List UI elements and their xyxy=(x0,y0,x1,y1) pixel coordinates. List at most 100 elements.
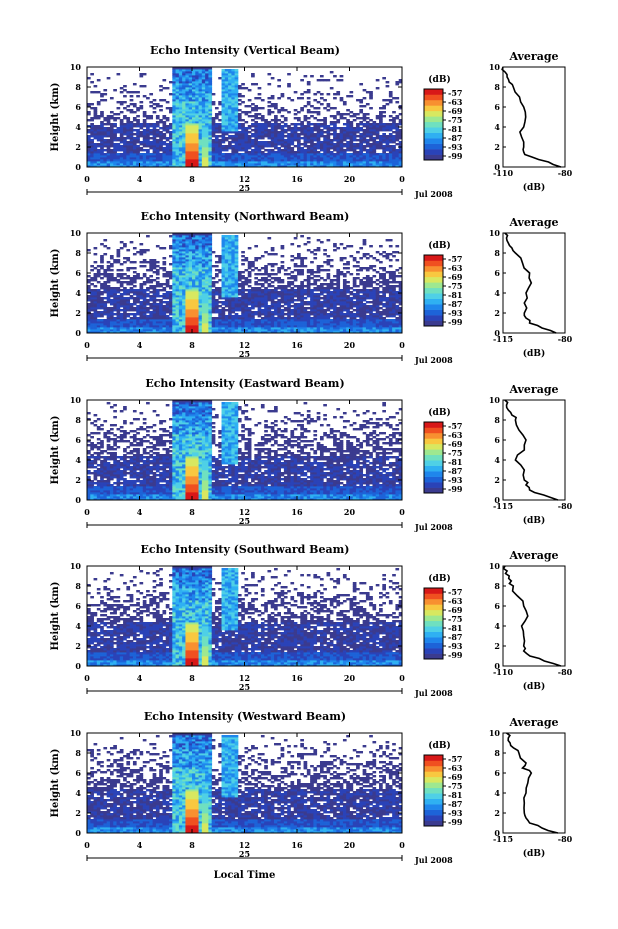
heatmap-cell xyxy=(287,133,291,135)
heatmap-cell xyxy=(120,87,124,89)
heatmap-cell xyxy=(136,273,140,275)
heatmap-cell xyxy=(100,283,104,285)
heatmap-cell xyxy=(258,269,262,271)
heatmap-cell xyxy=(297,111,301,113)
heatmap-cell xyxy=(366,139,370,141)
heatmap-cell xyxy=(254,245,258,247)
heatmap-cell xyxy=(271,95,275,97)
heatmap-cell xyxy=(258,93,262,95)
heatmap-cell xyxy=(120,263,124,265)
heatmap-cell xyxy=(166,107,170,109)
heatmap-cell xyxy=(248,151,252,153)
heatmap-cell xyxy=(241,119,245,121)
heatmap-cell xyxy=(304,91,308,93)
heatmap-cell xyxy=(231,235,235,237)
heatmap-cell xyxy=(379,111,383,113)
heatmap-cell xyxy=(267,101,271,103)
heatmap-cell xyxy=(264,287,268,289)
day-label: 25 xyxy=(239,183,250,193)
heatmap-cell xyxy=(313,123,317,125)
heatmap-cell xyxy=(153,285,157,287)
heatmap-cell xyxy=(94,261,98,263)
heatmap-cell xyxy=(271,119,275,121)
heatmap-cell xyxy=(271,273,275,275)
heatmap-cell xyxy=(146,115,150,117)
heatmap-cell xyxy=(146,293,150,295)
heatmap-cell xyxy=(386,103,390,105)
heatmap-cell xyxy=(146,249,150,251)
heatmap-cell xyxy=(251,103,255,105)
heatmap-cell xyxy=(287,125,291,127)
heatmap-cell xyxy=(317,123,321,125)
heatmap-cell xyxy=(333,121,337,123)
heatmap-cell xyxy=(123,95,127,97)
heatmap-cell xyxy=(251,287,255,289)
colorbar-swatch xyxy=(424,116,443,122)
heatmap-cell xyxy=(389,99,393,101)
heatmap-cell xyxy=(389,91,393,93)
heatmap-cell xyxy=(159,131,163,133)
heatmap-cell xyxy=(130,303,134,305)
heatmap-cell xyxy=(136,119,140,121)
heatmap-cell xyxy=(294,109,298,111)
heatmap-cell xyxy=(218,123,222,125)
heatmap-cell xyxy=(254,105,258,107)
heatmap-cell xyxy=(264,119,268,121)
heatmap-cell xyxy=(156,281,160,283)
heatmap-cell xyxy=(392,117,396,119)
heatmap-cell xyxy=(94,125,98,127)
heatmap-cell xyxy=(330,107,334,109)
heatmap-cell xyxy=(100,111,104,113)
heatmap-cell xyxy=(90,277,94,279)
average-title: Average xyxy=(508,50,558,63)
heatmap-cell xyxy=(231,135,235,137)
heatmap-cell xyxy=(359,121,363,123)
heatmap-cell xyxy=(333,93,337,95)
heatmap-cell xyxy=(162,79,166,81)
panel-1: Echo Intensity (Vertical Beam)0246810Hei… xyxy=(50,44,573,199)
heatmap-cell xyxy=(251,73,255,75)
colorbar-swatch xyxy=(424,89,443,95)
heatmap-cell xyxy=(120,101,124,103)
heatmap-cell xyxy=(330,115,334,117)
heatmap-cell xyxy=(241,153,245,155)
heatmap-cell xyxy=(126,275,130,277)
heatmap-cell xyxy=(369,91,373,93)
heatmap-cell xyxy=(90,117,94,119)
heatmap-cell xyxy=(94,273,98,275)
heatmap-cell xyxy=(274,301,278,303)
heatmap-cell xyxy=(169,93,173,95)
panel-title: Echo Intensity (Northward Beam) xyxy=(141,210,350,223)
heatmap-cell xyxy=(248,271,252,273)
heatmap-cell xyxy=(156,129,160,131)
heatmap-cell xyxy=(336,111,340,113)
heatmap-cell xyxy=(136,115,140,117)
heatmap-cell xyxy=(87,135,91,137)
heatmap-cell xyxy=(222,145,226,147)
heatmap-cell xyxy=(162,121,166,123)
heatmap-cell xyxy=(320,119,324,121)
heatmap-cell xyxy=(215,261,219,263)
heatmap-cell xyxy=(162,147,166,149)
heatmap-cell xyxy=(248,261,252,263)
heatmap-cell xyxy=(241,259,245,261)
heatmap-cell xyxy=(330,87,334,89)
heatmap-cell xyxy=(212,289,216,291)
heatmap-cell xyxy=(126,319,130,321)
heatmap-cell xyxy=(395,149,399,151)
heatmap-cell xyxy=(222,235,226,237)
heatmap-cell xyxy=(87,77,91,79)
heatmap-cell xyxy=(245,257,249,259)
heatmap-cell xyxy=(310,75,314,77)
heatmap-cell xyxy=(300,121,304,123)
heatmap-cell xyxy=(143,149,147,151)
heatmap-cell xyxy=(369,123,373,125)
heatmap-cell xyxy=(323,117,327,119)
heatmap-cell xyxy=(103,139,107,141)
heatmap-cell xyxy=(162,293,166,295)
heatmap-cell xyxy=(284,129,288,131)
heatmap-cell xyxy=(123,257,127,259)
heatmap-cell xyxy=(350,111,354,113)
heatmap-cell xyxy=(123,123,127,125)
heatmap-cell xyxy=(304,75,308,77)
